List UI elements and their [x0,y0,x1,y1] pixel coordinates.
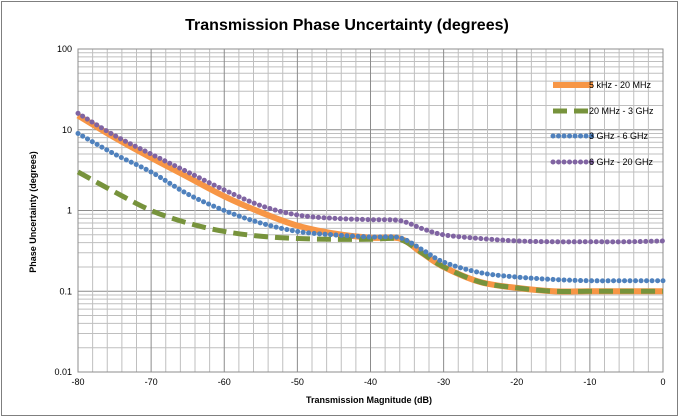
series-line-4 [75,110,666,245]
chart-title: Transmission Phase Uncertainty (degrees) [185,17,509,34]
y-tick-label: 0.01 [54,367,72,377]
legend: 5 kHz - 20 MHz 20 MHz - 3 GHz 3 GHz - 6 GH… [550,80,654,167]
x-axis-title: Transmission Magnitude (dB) [306,395,432,405]
y-tick-label: 1 [67,206,72,216]
legend-label-1: 5 kHz - 20 MHz [589,80,652,90]
y-tick-label: 100 [57,44,72,54]
y-axis-title: Phase Uncertainty (degrees) [28,151,38,273]
series-layer [75,110,666,295]
legend-label-2: 20 MHz - 3 GHz [589,106,654,116]
grid-layer [77,48,664,373]
x-tick-label: -20 [510,377,523,387]
legend-label-3: 3 GHz - 6 GHz [589,131,649,141]
tick-layer: -80 -70 -60 -50 -40 -30 -20 -10 0 0.01 0.1 1 10 100 [54,44,665,387]
series-line-3 [75,130,666,284]
y-tick-label: 10 [62,125,72,135]
y-tick-label: 0.1 [59,286,72,296]
x-tick-label: -80 [71,377,84,387]
x-tick-label: -40 [364,377,377,387]
x-tick-label: -30 [437,377,450,387]
x-tick-label: -50 [291,377,304,387]
x-tick-label: -10 [583,377,596,387]
legend-label-4: 6 GHz - 20 GHz [589,157,654,167]
x-tick-label: -60 [218,377,231,387]
x-tick-label: -70 [145,377,158,387]
plot-area-border [77,48,664,373]
x-tick-label: 0 [660,377,665,387]
